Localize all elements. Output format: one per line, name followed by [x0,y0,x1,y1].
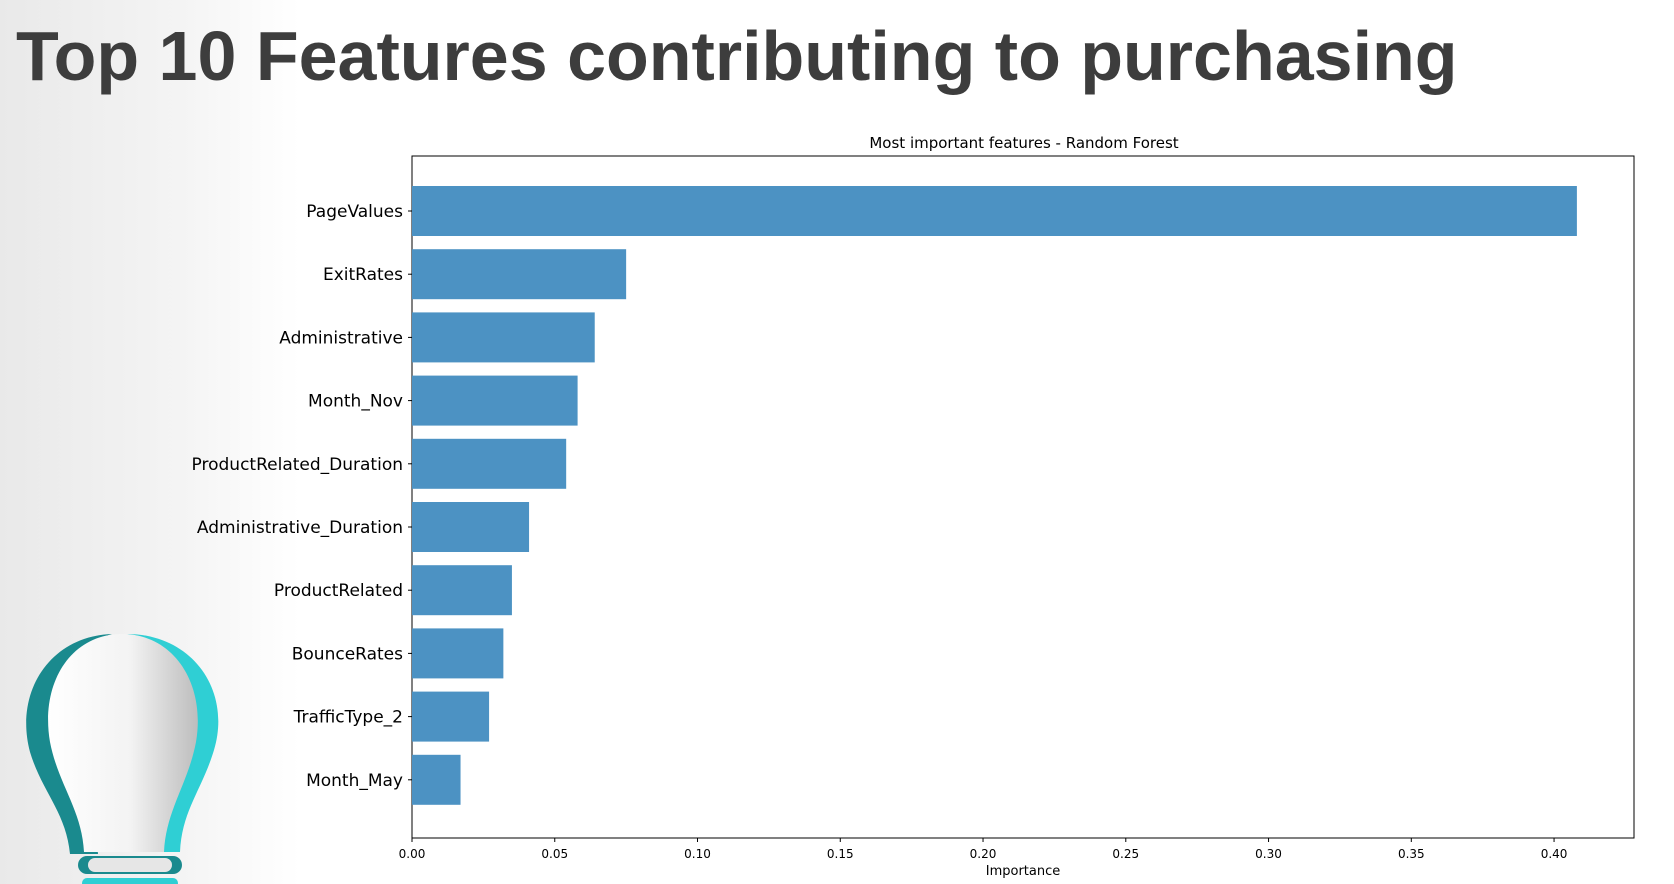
x-tick-label: 0.30 [1255,847,1282,861]
chart-title: Most important features - Random Forest [869,134,1178,152]
y-tick-label: BounceRates [292,644,403,664]
y-tick-label: Administrative [279,328,403,348]
x-tick-label: 0.40 [1541,847,1568,861]
slide-title: Top 10 Features contributing to purchasi… [16,17,1458,95]
bar-Month_Nov [412,375,578,426]
x-tick-label: 0.15 [827,847,854,861]
y-tick-label: ExitRates [323,265,403,285]
y-tick-label: PageValues [306,202,403,222]
bar-ProductRelated_Duration [412,438,567,489]
bar-TrafficType_2 [412,691,490,742]
x-tick-label: 0.05 [541,847,568,861]
bar-Month_May [412,754,461,805]
y-tick-label: ProductRelated_Duration [192,455,403,475]
bar-ProductRelated [412,565,512,616]
lightbulb-icon [26,634,219,884]
x-axis-label: Importance [986,864,1061,879]
x-tick-labels: 0.00 0.05 0.10 0.15 0.20 0.25 0.30 0.35 0.40 [399,838,1568,861]
x-tick-label: 0.25 [1112,847,1139,861]
y-tick-label: Month_May [306,771,403,791]
x-tick-label: 0.35 [1398,847,1425,861]
x-tick-label: 0.20 [970,847,997,861]
bars-layer [412,186,1577,805]
bar-BounceRates [412,628,504,679]
y-tick-label: Administrative_Duration [197,518,403,538]
bar-Administrative [412,312,595,363]
y-tick-label: Month_Nov [308,392,403,412]
x-tick-label: 0.10 [684,847,711,861]
bar-PageValues [412,186,1577,236]
x-tick-label: 0.00 [399,847,426,861]
bar-Administrative_Duration [412,502,530,552]
y-tick-labels: PageValues ExitRates Administrative Month_N… [192,202,412,791]
y-tick-label: TrafficType_2 [293,708,403,728]
bar-ExitRates [412,249,627,300]
y-tick-label: ProductRelated [274,581,403,601]
